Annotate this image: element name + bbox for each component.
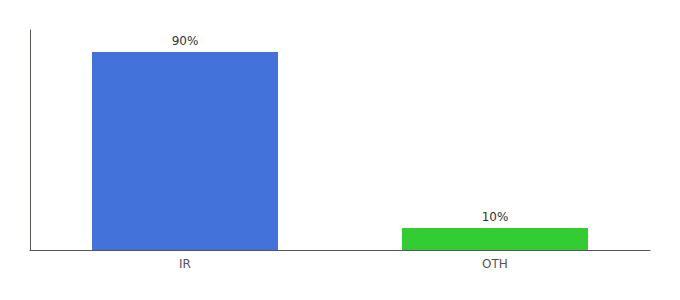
svg-text:90%: 90% <box>172 34 199 48</box>
svg-text:IR: IR <box>179 257 191 271</box>
svg-text:OTH: OTH <box>482 257 508 271</box>
svg-text:10%: 10% <box>482 210 509 224</box>
